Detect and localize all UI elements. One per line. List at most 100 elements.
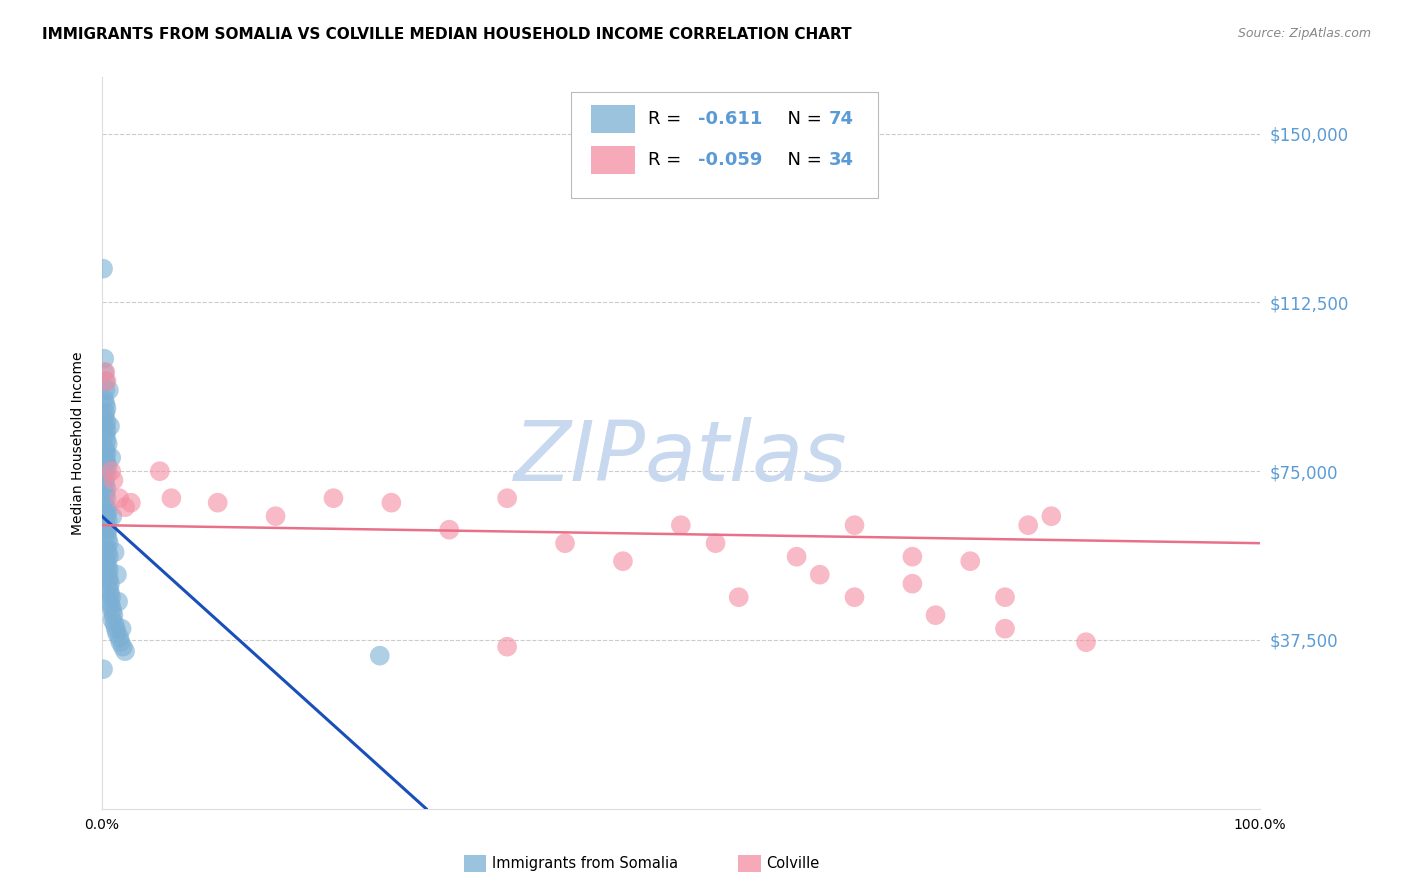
Point (93, 365, 115, 379)
Point (100, 450, 122, 465)
Point (93, 351, 115, 366)
Y-axis label: Median Household Income: Median Household Income (72, 351, 86, 535)
Point (368, 648, 391, 663)
Point (496, 491, 519, 506)
Point (149, 464, 172, 478)
Point (120, 496, 142, 510)
Point (100, 590, 122, 604)
Point (96, 482, 118, 496)
Point (97, 514, 120, 528)
FancyBboxPatch shape (591, 105, 634, 133)
Point (114, 644, 136, 658)
Point (104, 617, 127, 632)
Point (94, 442, 117, 456)
Point (97, 545, 120, 559)
FancyBboxPatch shape (591, 146, 634, 174)
Point (97, 532, 120, 546)
Point (94, 477, 117, 491)
Text: 74: 74 (830, 110, 853, 128)
Point (104, 545, 127, 559)
Point (612, 554, 634, 568)
Point (93, 473, 115, 487)
Point (496, 640, 519, 654)
Point (114, 500, 136, 515)
Point (97, 437, 120, 451)
Point (96, 509, 118, 524)
Point (105, 626, 128, 640)
Point (93, 496, 115, 510)
Point (959, 554, 981, 568)
Point (97, 536, 120, 550)
Point (97, 581, 120, 595)
Point (94, 486, 117, 500)
Text: IMMIGRANTS FROM SOMALIA VS COLVILLE MEDIAN HOUSEHOLD INCOME CORRELATION CHART: IMMIGRANTS FROM SOMALIA VS COLVILLE MEDI… (42, 27, 852, 42)
Point (93, 392, 115, 407)
Text: N =: N = (776, 110, 827, 128)
Point (1074, 635, 1097, 649)
Point (96, 520, 118, 534)
Point (94, 383, 117, 397)
Point (94, 365, 117, 379)
Point (96, 527, 118, 541)
Point (786, 549, 808, 564)
Point (97, 549, 120, 564)
Point (96, 500, 118, 515)
Text: 34: 34 (830, 151, 853, 169)
Point (97, 523, 120, 537)
Point (101, 604, 124, 618)
Point (96, 415, 118, 429)
Point (97, 383, 120, 397)
Point (98, 595, 121, 609)
Point (98, 576, 121, 591)
Point (94, 428, 117, 442)
Text: N =: N = (776, 151, 827, 169)
Point (110, 635, 132, 649)
Point (96, 455, 118, 469)
Point (107, 595, 129, 609)
Point (103, 608, 125, 623)
Text: Colville: Colville (766, 856, 820, 871)
Point (98, 419, 121, 434)
Text: -0.059: -0.059 (699, 151, 762, 169)
Text: R =: R = (648, 151, 688, 169)
Point (808, 567, 831, 582)
Point (704, 536, 727, 550)
Text: R =: R = (648, 110, 688, 128)
Point (91, 261, 114, 276)
Point (108, 631, 131, 645)
Point (94, 450, 117, 465)
Point (94, 406, 117, 420)
Point (96, 433, 118, 447)
Point (101, 613, 124, 627)
Point (924, 608, 946, 623)
Point (844, 590, 866, 604)
Point (1017, 518, 1039, 533)
Point (94, 397, 117, 411)
Text: ZIPatlas: ZIPatlas (515, 417, 848, 499)
Point (94, 419, 117, 434)
Point (97, 563, 120, 577)
Point (439, 523, 461, 537)
Point (96, 446, 118, 460)
Point (97, 558, 120, 573)
Point (96, 424, 118, 438)
Point (207, 496, 229, 510)
Point (96, 374, 118, 388)
FancyBboxPatch shape (571, 92, 877, 198)
Point (105, 567, 128, 582)
Point (96, 468, 118, 483)
Point (96, 401, 118, 416)
Point (94, 374, 117, 388)
Point (727, 590, 749, 604)
Text: -0.611: -0.611 (699, 110, 762, 128)
Point (1040, 509, 1063, 524)
Point (110, 622, 132, 636)
Point (108, 491, 131, 506)
Text: Immigrants from Somalia: Immigrants from Somalia (492, 856, 678, 871)
Point (264, 509, 287, 524)
Point (96, 491, 118, 506)
Point (100, 464, 122, 478)
Point (100, 599, 122, 614)
Point (101, 509, 124, 524)
Point (844, 518, 866, 533)
